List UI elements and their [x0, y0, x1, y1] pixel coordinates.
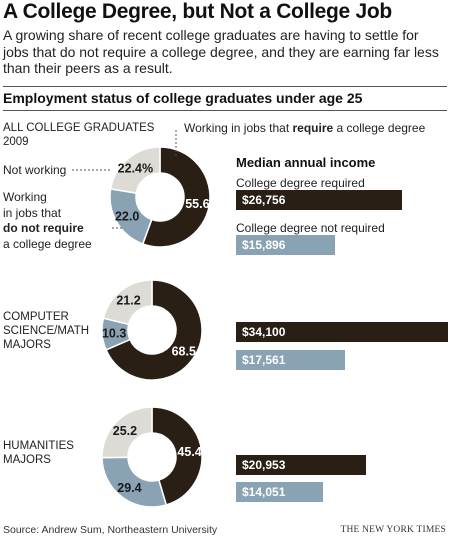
legend-not-require: Working in jobs that do not require a co…	[3, 190, 92, 252]
legend-line: in jobs that	[3, 205, 62, 220]
chart-subtitle: A growing share of recent college gradua…	[3, 27, 439, 76]
group-label-all-graduates: ALL COLLEGE GRADUATES 2009	[3, 121, 154, 149]
income-bar-not-required: $17,561	[236, 350, 345, 370]
donut-slice-label: 22.0	[115, 210, 139, 224]
donut-slice	[105, 279, 203, 381]
credit-line: THE NEW YORK TIMES	[340, 525, 446, 535]
donut-slice	[109, 146, 161, 194]
group-label-line: MAJORS	[3, 454, 51, 466]
donut-slice-label: 68.5	[172, 344, 196, 358]
donut-slice-label: 25.2	[113, 424, 137, 438]
donut-slice-label: 21.2	[116, 294, 140, 308]
source-note: Source: Andrew Sum, Northeastern Univers…	[3, 524, 218, 536]
income-label-required: College degree required	[236, 176, 365, 190]
donut-slice	[141, 146, 211, 248]
donut-slice-label: 29.4	[117, 481, 141, 495]
donut-slice	[102, 279, 153, 326]
donut-slice-label: 55.6	[185, 197, 209, 211]
group-label-cs-math: COMPUTER SCIENCE/MATH MAJORS	[3, 310, 89, 352]
legend-line: a college degree	[3, 236, 92, 251]
donut-slice	[151, 406, 203, 506]
donut-slice-label: 10.3	[102, 327, 126, 341]
donut-slice-label: 45.4	[177, 445, 201, 459]
income-bar-required: $34,100	[236, 322, 448, 342]
income-bar-not-required: $14,051	[236, 482, 323, 502]
legend-line-bold: do not require	[3, 221, 84, 235]
section-divider	[3, 110, 447, 111]
legend-line: Working	[3, 190, 47, 204]
income-bar-required: $26,756	[236, 190, 402, 210]
legend-not-working: Not working	[3, 163, 67, 177]
income-label-not-required: College degree not required	[236, 221, 385, 235]
top-divider	[3, 86, 447, 87]
group-label-line: HUMANITIES	[3, 440, 74, 452]
group-label-line: COMPUTER	[3, 311, 69, 323]
donut-slice	[101, 406, 153, 459]
income-bar-required: $20,953	[236, 455, 366, 475]
donut-slice-label: 22.4%	[118, 162, 153, 176]
donut-slice	[101, 456, 168, 508]
group-label-line: MAJORS	[3, 339, 51, 351]
group-label-line: 2009	[3, 136, 29, 148]
income-bar-not-required: $15,896	[236, 235, 335, 255]
chart-title: A College Degree, but Not a College Job	[3, 0, 392, 23]
legend-require: Working in jobs that require a college d…	[184, 121, 426, 135]
group-label-line: ALL COLLEGE GRADUATES	[3, 122, 155, 134]
income-header: Median annual income	[236, 155, 376, 170]
group-label-humanities: HUMANITIES MAJORS	[3, 439, 74, 467]
section-title: Employment status of college graduates u…	[3, 90, 363, 106]
group-label-line: SCIENCE/MATH	[3, 325, 90, 337]
